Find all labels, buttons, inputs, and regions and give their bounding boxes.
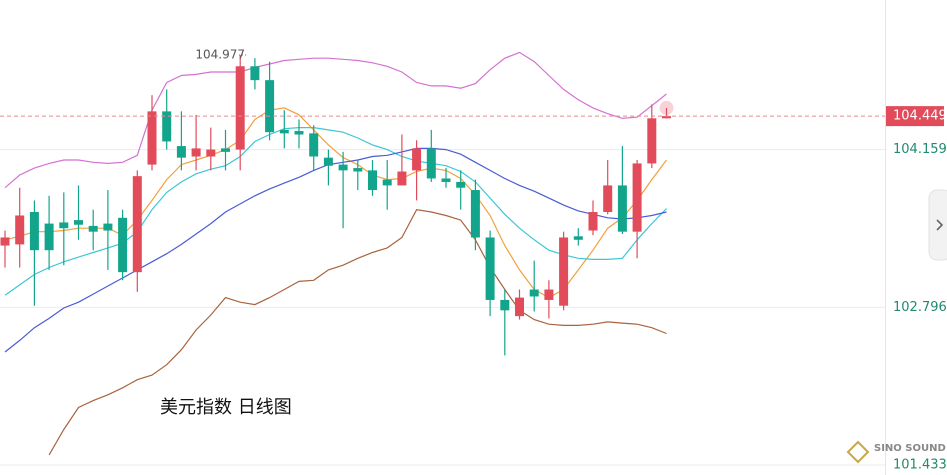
indicator-line	[4, 107, 667, 299]
y-tick-label: 102.796	[893, 300, 947, 315]
candle-body	[632, 163, 642, 232]
y-tick-label: 101.433	[893, 458, 947, 473]
last-price-pulse	[659, 100, 674, 115]
candle-body	[485, 237, 495, 300]
candle-body	[176, 146, 186, 158]
candle-body	[603, 185, 613, 213]
watermark: SINO SOUND	[846, 440, 946, 464]
candle-body	[573, 236, 583, 240]
candle-body	[515, 297, 524, 317]
y-tick-label: 104.159	[893, 142, 947, 157]
indicator-line	[4, 147, 667, 353]
candle-body	[412, 148, 422, 171]
chevron-icon	[936, 219, 944, 231]
indicator-lines	[4, 51, 667, 456]
candle-body	[647, 118, 657, 164]
candle-body	[456, 181, 466, 188]
candle-body	[617, 185, 627, 232]
candle-body	[441, 178, 451, 182]
candle-body	[191, 148, 201, 157]
overlay: 104.977 104.449	[0, 48, 947, 127]
side-toggle[interactable]	[928, 189, 947, 261]
candle-body	[397, 171, 407, 186]
candle-body	[265, 80, 275, 133]
candle-body	[132, 176, 142, 273]
watermark-logo	[846, 440, 870, 464]
candle-body	[368, 170, 377, 191]
side-toggle-button[interactable]	[928, 189, 947, 261]
candle-body	[338, 164, 348, 171]
last-price-tag	[886, 106, 944, 127]
candle-body	[118, 217, 128, 273]
candle-body	[15, 215, 25, 245]
indicator-line	[48, 209, 667, 456]
candle-body	[221, 148, 230, 152]
candle-body	[426, 148, 436, 179]
watermark-text: SINO SOUND	[874, 443, 946, 454]
high-annotation: 104.977	[195, 48, 245, 62]
candle-body	[353, 168, 363, 172]
candle-body	[544, 289, 554, 300]
candle-body	[147, 111, 157, 165]
candle-body	[29, 212, 39, 251]
candle-body	[88, 225, 98, 232]
candle-body	[0, 237, 10, 246]
indicator-line	[4, 51, 667, 189]
candle-body	[323, 157, 333, 166]
candle-body	[559, 237, 569, 306]
candle-body	[382, 179, 392, 186]
candles	[0, 55, 671, 356]
indicator-line	[4, 127, 667, 296]
candle-body	[294, 131, 304, 135]
candle-body	[529, 289, 539, 297]
candle-body	[103, 223, 113, 231]
candle-body	[59, 222, 69, 229]
candle-body	[309, 133, 319, 157]
chart-title: 美元指数 日线图	[160, 397, 292, 418]
candle-body	[470, 190, 480, 238]
candle-body	[235, 66, 245, 150]
candle-body	[74, 220, 83, 225]
candle-body	[44, 223, 54, 251]
candle-body	[162, 111, 172, 142]
candle-body	[250, 66, 260, 81]
candle-body	[500, 299, 510, 311]
candle-body	[662, 116, 671, 119]
candle-body	[588, 212, 598, 231]
candle-body	[279, 129, 289, 134]
last-price-label: 104.449	[893, 109, 947, 124]
candle-body	[206, 149, 216, 157]
